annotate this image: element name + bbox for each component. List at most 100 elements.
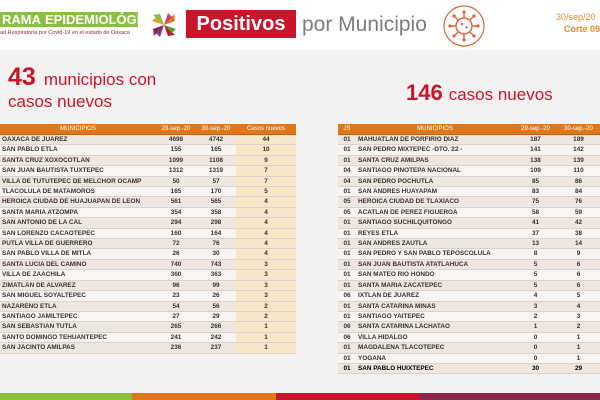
- table-cell: 37: [514, 228, 557, 240]
- table-cell: 1: [557, 342, 600, 354]
- table-row: SAN JUAN BAUTISTA TUXTEPEC 1312 1319 7: [0, 165, 296, 177]
- table-cell: 01: [338, 280, 356, 292]
- table-cell: SAN PEDRO POCHUTLA: [356, 176, 514, 188]
- new-cases-label: casos nuevos: [448, 85, 553, 104]
- table-cell: TLACOLULA DE MATAMOROS: [0, 186, 156, 198]
- table-cell: 9: [236, 155, 296, 167]
- table-cell: 294: [156, 217, 196, 229]
- table-cell: ZIMATLAN DE ALVAREZ: [0, 280, 156, 292]
- table-cell: 83: [514, 186, 557, 198]
- table-cell: 72: [156, 238, 196, 250]
- table-cell: 155: [156, 144, 196, 156]
- table-cell: HEROICA CIUDAD DE HUAJUAPAN DE LEON: [0, 196, 156, 208]
- table-cell: 4: [236, 196, 296, 208]
- table-cell: 26: [196, 290, 236, 302]
- table-cell: 01: [338, 342, 356, 354]
- table-cell: SAN JUAN BAUTISTA ATATLAHUCA: [356, 259, 514, 271]
- brand-subtitle: ad Respiratoria por Covid-19 en el estad…: [0, 30, 130, 36]
- table-cell: SANTIAGO SUCHILQUITONGO: [356, 217, 514, 229]
- table-cell: 13: [514, 238, 557, 250]
- table-cell: 85: [514, 176, 557, 188]
- table-cell: 75: [514, 196, 557, 208]
- column-header: 30-sep.-20: [196, 124, 236, 135]
- column-header: MUNICIPIOS: [0, 124, 156, 135]
- table-cell: 4: [236, 207, 296, 219]
- table-cell: 1: [236, 321, 296, 333]
- table-row: 04 SAN PEDRO POCHUTLA 85 86: [338, 176, 600, 188]
- table-cell: 0: [514, 332, 557, 344]
- table-cell: 4742: [196, 134, 236, 146]
- table-cell: 42: [557, 217, 600, 229]
- table-row: 01 SAN MATEO RIO HONDO 5 6: [338, 269, 600, 281]
- table-cell: 50: [156, 176, 196, 188]
- table-cell: SANTIAGO PINOTEPA NACIONAL: [356, 165, 514, 177]
- column-header: 30-sep.-20: [557, 124, 600, 135]
- table-row: SAN MIGUEL SOYALTEPEC 23 26 3: [0, 290, 296, 302]
- table-cell: OAXACA DE JUAREZ: [0, 134, 156, 146]
- table-cell: 363: [196, 269, 236, 281]
- table-cell: MAHUATLAN DE PORFIRIO DIAZ: [356, 134, 514, 146]
- table-row: SAN LORENZO CACAOTEPEC 160 164 4: [0, 228, 296, 240]
- table-row: SAN ANTONIO DE LA CAL 294 298 4: [0, 217, 296, 229]
- table-cell: REYES ETLA: [356, 228, 514, 240]
- report-cutoff: Corte 09: [564, 24, 600, 34]
- table-row: VILLA DE TUTUTEPEC DE MELCHOR OCAMP 50 57 7: [0, 176, 296, 188]
- table-cell: SAN MATEO RIO HONDO: [356, 269, 514, 281]
- table-row: 01 SAN ANDRES ZAUTLA 13 14: [338, 238, 600, 250]
- table-cell: SAN MIGUEL SOYALTEPEC: [0, 290, 156, 302]
- table-cell: SAN PABLO VILLA DE MITLA: [0, 248, 156, 260]
- table-row: NAZARENO ETLA 54 56 2: [0, 301, 296, 312]
- table-cell: 561: [156, 196, 196, 208]
- table-row: 01 SAN JUAN BAUTISTA ATATLAHUCA 5 6: [338, 259, 600, 271]
- table-cell: 109: [514, 165, 557, 177]
- header-bar: RAMA EPIDEMIOLÓGICO ad Respiratoria por …: [0, 0, 600, 50]
- table-row: 01 MAGDALENA TLACOTEPEC 0 1: [338, 342, 600, 354]
- table-cell: 1: [236, 332, 296, 344]
- government-logo-icon: [152, 13, 176, 37]
- table-row: SAN PABLO ETLA 155 165 10: [0, 144, 296, 156]
- table-row: 01 SAN PEDRO Y SAN PABLO TEPOSCOLULA 8 9: [338, 248, 600, 260]
- table-cell: 189: [557, 134, 600, 146]
- table-cell: 1319: [196, 165, 236, 177]
- table-cell: SAN PEDRO Y SAN PABLO TEPOSCOLULA: [356, 248, 514, 260]
- report-date: 30/sep/20: [556, 12, 596, 22]
- table-cell: 01: [338, 144, 356, 156]
- table-row: SANTIAGO JAMILTEPEC 27 29 2: [0, 311, 296, 323]
- table-row: 04 SANTIAGO PINOTEPA NACIONAL 109 110: [338, 165, 600, 177]
- table-cell: 1312: [156, 165, 196, 177]
- new-cases-count: 146: [406, 80, 443, 105]
- table-cell: 4: [514, 290, 557, 302]
- table-cell: SAN LORENZO CACAOTEPEC: [0, 228, 156, 240]
- table-cell: 8: [514, 248, 557, 260]
- table-cell: 06: [338, 321, 356, 333]
- table-cell: 4: [236, 238, 296, 250]
- table-cell: 0: [514, 342, 557, 354]
- table-cell: VILLA DE TUTUTEPEC DE MELCHOR OCAMP: [0, 176, 156, 188]
- table-cell: ACATLAN DE PEREZ FIGUEROA: [356, 207, 514, 219]
- table-cell: PUTLA VILLA DE GUERRERO: [0, 238, 156, 250]
- table-cell: 23: [156, 290, 196, 302]
- table-cell: 0: [514, 353, 557, 364]
- table-cell: 236: [156, 342, 196, 354]
- table-cell: 9: [557, 248, 600, 260]
- table-cell: 266: [196, 321, 236, 333]
- right-headline: 146 casos nuevos: [406, 80, 553, 106]
- table-cell: 3: [514, 301, 557, 312]
- table-cell: 01: [338, 238, 356, 250]
- table-row: 06 VILLA HIDALGO 0 1: [338, 332, 600, 344]
- table-cell: 1: [236, 342, 296, 354]
- table-cell: 165: [196, 144, 236, 156]
- table-row: SAN JACINTO AMILPAS 236 237 1: [0, 342, 296, 354]
- table-cell: 5: [514, 280, 557, 292]
- table-cell: 5: [514, 259, 557, 271]
- brand-word-2: EPIDEMIOLÓGICO: [45, 12, 160, 27]
- table-cell: 3: [236, 269, 296, 281]
- table-cell: 44: [236, 134, 296, 146]
- municipality-new-cases-table: MUNICIPIOS 29-sep.-20 30-sep.-20 Casos n…: [0, 124, 296, 354]
- table-cell: SAN ANTONIO DE LA CAL: [0, 217, 156, 229]
- table-cell: 6: [557, 269, 600, 281]
- table-cell: 2: [236, 311, 296, 323]
- table-cell: 110: [557, 165, 600, 177]
- table-cell: 14: [557, 238, 600, 250]
- page-title-highlight: Positivos: [186, 10, 296, 38]
